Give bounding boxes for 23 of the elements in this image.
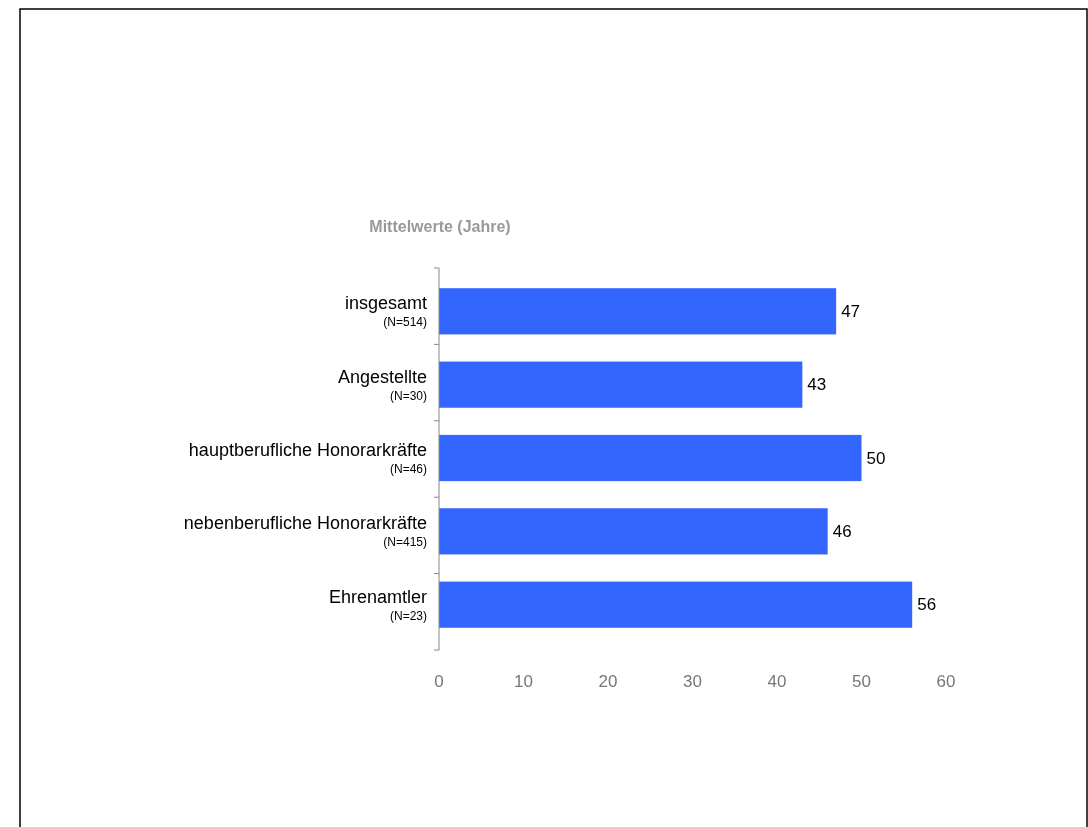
bar: [439, 361, 803, 408]
x-tick-label: 50: [852, 672, 871, 691]
x-tick-label: 60: [936, 672, 956, 691]
x-tick-label: 20: [598, 672, 618, 691]
y-tick-label: nebenberufliche Honorarkräfte (N=415): [183, 513, 427, 550]
data-label: 47: [841, 301, 861, 321]
y-tick-label: Angestellte (N=30): [337, 366, 427, 403]
y-tick-label: hauptberufliche Honorarkräfte (N=46): [188, 440, 427, 476]
x-tick-label: 10: [514, 672, 533, 691]
bar: [439, 581, 913, 628]
data-label: 56: [917, 595, 937, 615]
chart-title: Mittelwerte (Jahre): [369, 218, 511, 235]
y-tick-label: insgesamt (N=514): [344, 293, 427, 330]
data-label: 46: [832, 521, 852, 541]
bar: [439, 508, 828, 555]
x-tick-label: 30: [683, 672, 702, 691]
x-tick-label: 40: [767, 672, 787, 691]
bar: [439, 288, 837, 335]
y-tick-label: Ehrenamtler (N=23): [328, 586, 427, 623]
bar: [439, 434, 862, 482]
data-label: 50: [866, 448, 886, 468]
x-tick-label: 0: [434, 672, 444, 691]
data-label: 43: [807, 375, 827, 395]
